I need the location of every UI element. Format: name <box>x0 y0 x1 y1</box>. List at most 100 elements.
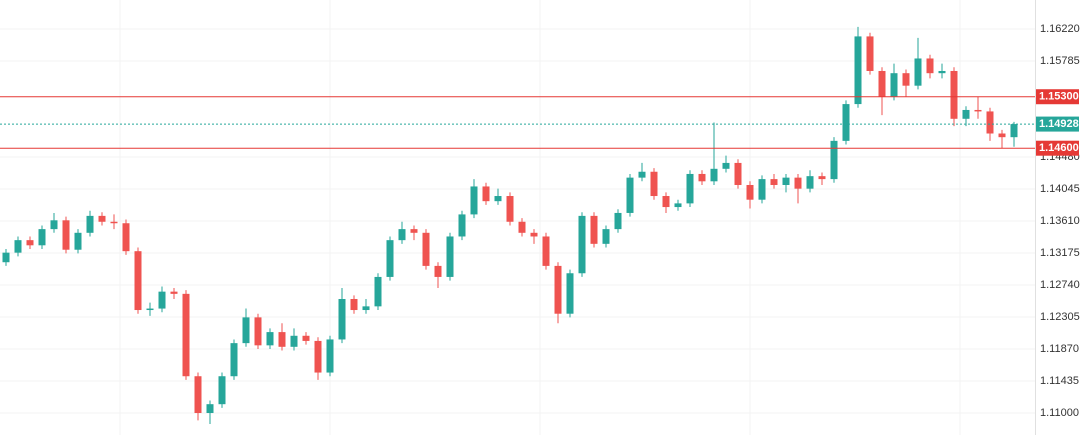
candle-body <box>1010 124 1018 138</box>
candle-body <box>74 232 82 250</box>
candle-body <box>98 215 106 222</box>
candle-body <box>854 36 862 105</box>
price-tag-label: 1.15300 <box>1039 91 1079 103</box>
y-tick-label: 1.16220 <box>1040 23 1080 35</box>
price-tag <box>1036 116 1079 132</box>
candle-body <box>338 298 346 340</box>
candle-body <box>518 221 526 233</box>
candle-body <box>146 308 154 311</box>
candle-body <box>326 339 334 373</box>
candle-body <box>434 265 442 277</box>
candle-body <box>2 252 10 263</box>
candle-body <box>62 220 70 250</box>
candle-body <box>182 293 190 377</box>
candle-body <box>686 173 694 204</box>
candle-body <box>482 186 490 202</box>
candle-body <box>422 232 430 266</box>
candle-body <box>998 133 1006 138</box>
candle-body <box>362 306 370 311</box>
candle-body <box>86 215 94 233</box>
candle-body <box>38 229 46 246</box>
candle-body <box>134 251 142 311</box>
y-tick-label: 1.12740 <box>1040 279 1080 291</box>
candle-body <box>938 70 946 74</box>
candle-body <box>506 196 514 222</box>
candle-body <box>266 332 274 346</box>
candle-body <box>650 171 658 197</box>
price-tag <box>1036 140 1079 156</box>
candle-body <box>734 162 742 185</box>
candle-body <box>242 317 250 344</box>
candle-body <box>986 111 994 134</box>
candle-body <box>758 179 766 200</box>
candle-body <box>458 214 466 237</box>
y-tick-label: 1.11870 <box>1040 343 1079 355</box>
candle-body <box>290 335 298 347</box>
candle-body <box>746 184 754 200</box>
y-tick-label: 1.11435 <box>1040 375 1079 387</box>
candle-body <box>230 343 238 377</box>
candle-body <box>794 177 802 189</box>
candle-body <box>350 298 358 311</box>
candle-body <box>158 291 166 309</box>
candle-body <box>902 73 910 86</box>
candle-body <box>626 177 634 213</box>
candle-body <box>830 140 838 180</box>
candle-body <box>446 236 454 277</box>
candle-body <box>770 179 778 185</box>
y-tick-label: 1.13175 <box>1040 247 1080 259</box>
y-tick-label: 1.13610 <box>1040 215 1080 227</box>
candle-body <box>818 176 826 180</box>
candle-body <box>398 229 406 241</box>
candle-body <box>782 177 790 185</box>
candle-body <box>122 223 130 252</box>
candle-body <box>722 162 730 169</box>
y-tick-label: 1.12305 <box>1040 311 1080 323</box>
candle-body <box>578 215 586 274</box>
candle-body <box>206 404 214 414</box>
candle-body <box>566 273 574 314</box>
candle-body <box>494 196 502 202</box>
candle-body <box>302 335 310 341</box>
candle-body <box>662 196 670 208</box>
candle-body <box>194 376 202 414</box>
candle-body <box>374 276 382 307</box>
candle-body <box>926 58 934 74</box>
candle-body <box>842 104 850 141</box>
vertical-grid <box>119 0 961 435</box>
candle-body <box>530 232 538 237</box>
price-tag <box>1036 89 1079 105</box>
y-tick-label: 1.15785 <box>1040 55 1080 67</box>
candle-body <box>974 109 982 112</box>
y-tick-label: 1.11000 <box>1040 407 1079 419</box>
candle-body <box>878 70 886 97</box>
candle-body <box>962 109 970 119</box>
candle-body <box>110 221 118 224</box>
candle-body <box>254 317 262 346</box>
candle-body <box>386 240 394 277</box>
candle-body <box>890 73 898 97</box>
candle-body <box>170 291 178 294</box>
candle-body <box>410 229 418 233</box>
candle-body <box>590 215 598 244</box>
candle-body <box>26 240 34 246</box>
candle-body <box>314 340 322 373</box>
candle-body <box>602 229 610 244</box>
price-tag-label: 1.14600 <box>1039 142 1079 154</box>
candle-body <box>470 186 478 215</box>
price-tag-label: 1.14928 <box>1039 118 1079 130</box>
candle-body <box>554 265 562 314</box>
candle-body <box>218 376 226 405</box>
candle-body <box>50 220 58 230</box>
candle-body <box>806 176 814 189</box>
candle-body <box>638 171 646 178</box>
candle-body <box>914 58 922 86</box>
y-tick-label: 1.14045 <box>1040 183 1080 195</box>
candle-body <box>698 173 706 182</box>
candle-body <box>278 332 286 347</box>
candle-body <box>866 36 874 71</box>
candle-body <box>542 236 550 266</box>
candle-body <box>14 240 22 253</box>
